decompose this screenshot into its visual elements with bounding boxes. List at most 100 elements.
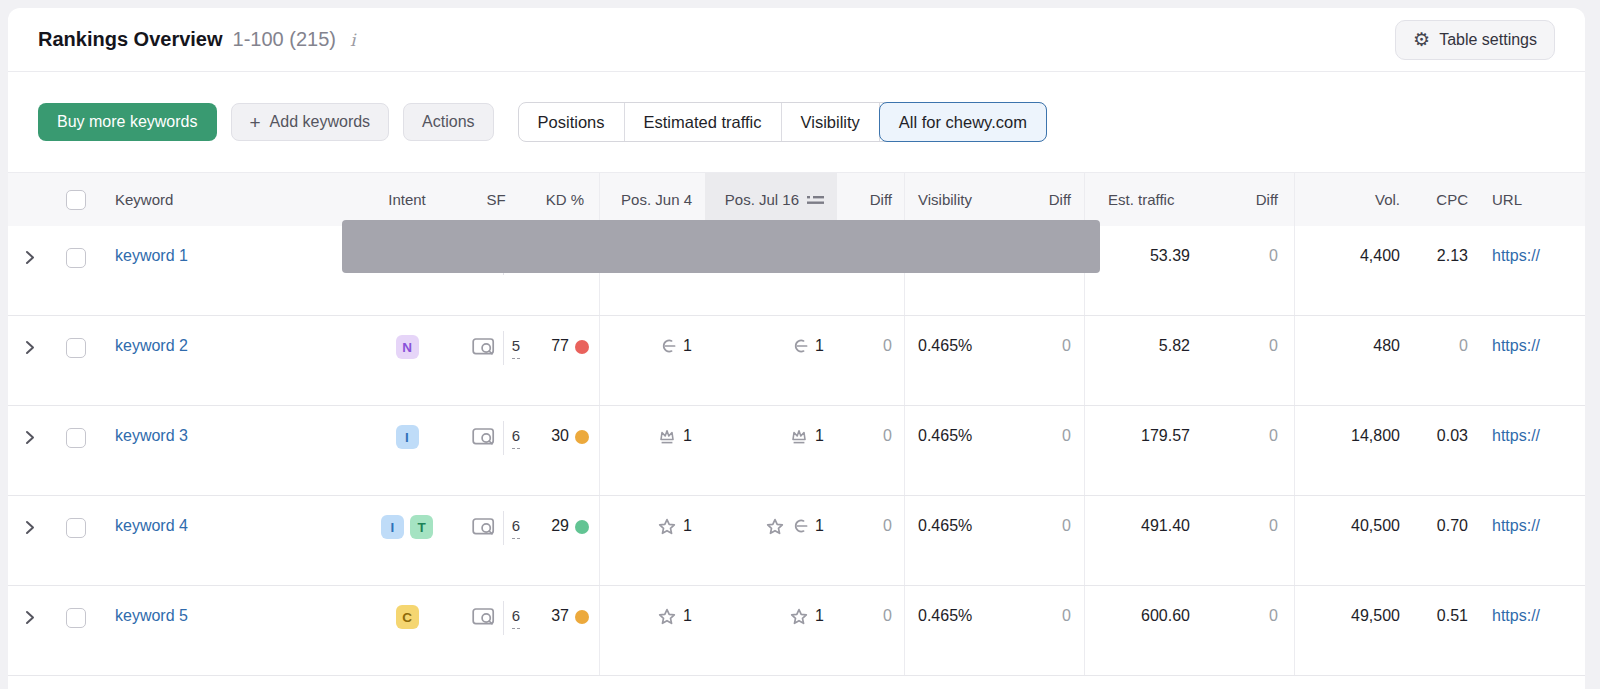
- page-title: Rankings Overview: [38, 28, 223, 51]
- kd-value: 77: [551, 337, 569, 355]
- keyword-link[interactable]: keyword 4: [100, 517, 188, 535]
- serp-features-icon[interactable]: [472, 607, 495, 626]
- sort-descending-icon: [807, 194, 824, 206]
- link-icon: [791, 337, 809, 355]
- link-icon: [659, 337, 677, 355]
- col-header-diff3[interactable]: Diff: [1205, 173, 1295, 226]
- row-checkbox[interactable]: [66, 248, 86, 268]
- col-header-volume[interactable]: Vol.: [1295, 173, 1412, 226]
- expand-row-icon[interactable]: [23, 610, 37, 625]
- intent-badge-informational[interactable]: I: [381, 515, 404, 539]
- segment-estimated-traffic[interactable]: Estimated traffic: [625, 103, 782, 141]
- segment-all-for-domain[interactable]: All for chewy.com: [879, 102, 1047, 142]
- diff-value: 0: [1205, 496, 1295, 585]
- divider: [503, 421, 504, 455]
- volume-value: 49,500: [1295, 586, 1412, 675]
- serp-features-icon[interactable]: [472, 517, 495, 536]
- keyword-link[interactable]: keyword 3: [100, 427, 188, 445]
- serp-features-icon[interactable]: [472, 337, 495, 356]
- col-header-kd[interactable]: KD %: [538, 173, 600, 226]
- url-link[interactable]: https://: [1492, 607, 1540, 625]
- expand-row-icon[interactable]: [23, 250, 37, 265]
- diff-value: 0: [837, 586, 905, 675]
- est-traffic-value: 5.82: [1085, 316, 1205, 405]
- col-header-intent[interactable]: Intent: [360, 173, 454, 226]
- position-value: 1: [683, 427, 692, 445]
- kd-dot-green: [575, 520, 589, 534]
- position-value: 1: [683, 337, 692, 355]
- horizontal-scrollbar[interactable]: [342, 220, 1100, 273]
- rankings-table: Keyword Intent SF KD % Pos. Jun 4 Pos. J…: [8, 172, 1585, 676]
- intent-badge-informational[interactable]: I: [396, 425, 419, 449]
- col-header-url[interactable]: URL: [1480, 173, 1585, 226]
- segment-positions[interactable]: Positions: [519, 103, 625, 141]
- visibility-value: 0.465%: [905, 316, 1010, 405]
- url-link[interactable]: https://: [1492, 517, 1540, 535]
- keyword-link[interactable]: keyword 2: [100, 337, 188, 355]
- url-link[interactable]: https://: [1492, 337, 1540, 355]
- row-checkbox[interactable]: [66, 338, 86, 358]
- intent-badge-navigational[interactable]: N: [396, 335, 419, 359]
- col-header-pos-jun4[interactable]: Pos. Jun 4: [600, 173, 705, 226]
- url-link[interactable]: https://: [1492, 247, 1540, 265]
- select-all-checkbox[interactable]: [66, 190, 86, 210]
- diff-value: 0: [1010, 406, 1085, 495]
- star-icon: [789, 607, 809, 626]
- col-header-cpc[interactable]: CPC: [1412, 173, 1480, 226]
- expand-row-icon[interactable]: [23, 520, 37, 535]
- volume-value: 4,400: [1295, 226, 1412, 315]
- row-checkbox[interactable]: [66, 428, 86, 448]
- diff-value: 0: [1205, 316, 1295, 405]
- keyword-link[interactable]: keyword 5: [100, 607, 188, 625]
- url-link[interactable]: https://: [1492, 427, 1540, 445]
- sf-count[interactable]: 6: [512, 517, 520, 539]
- segment-visibility[interactable]: Visibility: [782, 103, 880, 141]
- position-value: 1: [683, 607, 692, 625]
- position-value: 1: [815, 517, 824, 535]
- keyword-link[interactable]: keyword 1: [100, 247, 188, 265]
- table-row: keyword 3 I 6 30 1 1 0 0.465% 0 179.57 0…: [8, 406, 1585, 496]
- visibility-value: 0.465%: [905, 496, 1010, 585]
- position-value: 1: [815, 337, 824, 355]
- col-header-diff2[interactable]: Diff: [1010, 173, 1085, 226]
- col-header-pos-jul16[interactable]: Pos. Jul 16: [705, 173, 837, 226]
- row-checkbox[interactable]: [66, 518, 86, 538]
- kd-dot-red: [575, 340, 589, 354]
- diff-value: 0: [1010, 586, 1085, 675]
- sf-count[interactable]: 6: [512, 427, 520, 449]
- col-header-keyword[interactable]: Keyword: [100, 173, 360, 226]
- intent-badge-commercial[interactable]: C: [396, 605, 419, 629]
- row-checkbox[interactable]: [66, 608, 86, 628]
- table-settings-button[interactable]: ⚙ Table settings: [1395, 20, 1555, 60]
- actions-button[interactable]: Actions: [403, 103, 493, 141]
- position-value: 1: [815, 607, 824, 625]
- serp-features-icon[interactable]: [472, 427, 495, 446]
- add-keywords-button[interactable]: + Add keywords: [231, 103, 390, 141]
- col-header-est-traffic[interactable]: Est. traffic: [1085, 173, 1205, 226]
- position-value: 1: [815, 427, 824, 445]
- position-value: 1: [683, 517, 692, 535]
- result-range: 1-100 (215): [233, 28, 336, 51]
- star-icon: [657, 517, 677, 536]
- expand-row-icon[interactable]: [23, 340, 37, 355]
- visibility-value: 0.465%: [905, 406, 1010, 495]
- expand-row-icon[interactable]: [23, 430, 37, 445]
- select-all-checkbox-cell: [52, 173, 100, 226]
- info-icon[interactable]: i: [350, 30, 355, 50]
- est-traffic-value: 491.40: [1085, 496, 1205, 585]
- cpc-value: 2.13: [1412, 226, 1480, 315]
- est-traffic-value: 53.39: [1085, 226, 1205, 315]
- kd-dot-orange: [575, 430, 589, 444]
- link-icon: [791, 517, 809, 535]
- col-header-diff1[interactable]: Diff: [837, 173, 905, 226]
- diff-value: 0: [1010, 496, 1085, 585]
- kd-value: 29: [551, 517, 569, 535]
- sf-count[interactable]: 5: [512, 337, 520, 359]
- intent-badge-transactional[interactable]: T: [410, 515, 433, 539]
- col-header-visibility[interactable]: Visibility: [905, 173, 1010, 226]
- buy-more-keywords-button[interactable]: Buy more keywords: [38, 103, 217, 141]
- table-row: keyword 2 N 5 77 1 1 0 0.465% 0 5.82 0 4…: [8, 316, 1585, 406]
- table-settings-label: Table settings: [1439, 31, 1537, 49]
- sf-count[interactable]: 6: [512, 607, 520, 629]
- col-header-sf[interactable]: SF: [454, 173, 538, 226]
